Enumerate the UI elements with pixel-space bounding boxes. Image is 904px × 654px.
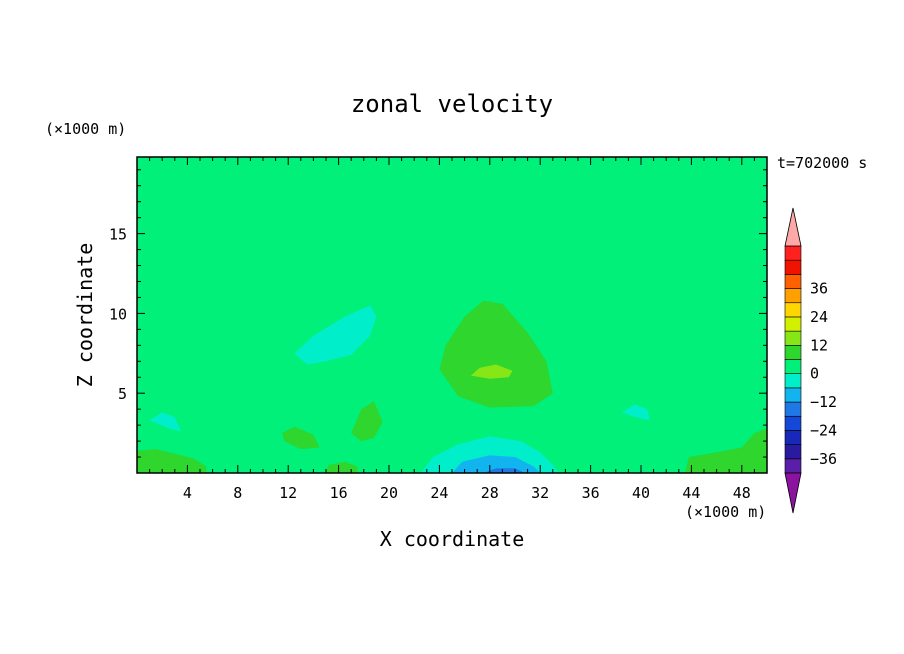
plot-frame: [136, 156, 768, 474]
contour-region-9: [281, 426, 320, 450]
x-tick-label-24: 24: [430, 484, 448, 502]
x-tick-label-40: 40: [632, 484, 650, 502]
contour-regions: [137, 157, 767, 473]
colorbar-bin-9: [784, 330, 802, 346]
contour-region-4: [294, 305, 377, 365]
colorbar-label-2: −12: [810, 393, 837, 411]
colorbar-over-arrow: [784, 207, 802, 247]
contour-region-8: [351, 401, 383, 442]
contour-region-5: [149, 412, 182, 432]
colorbar: [784, 207, 802, 514]
time-label: t=702000 s: [777, 154, 867, 172]
colorbar-label-4: 12: [810, 336, 828, 354]
colorbar-bin-13: [784, 274, 802, 289]
colorbar-bin-12: [784, 288, 802, 304]
y-tick-labels: 5 10 15: [109, 226, 127, 404]
y-tick-label-5: 5: [118, 385, 127, 403]
colorbar-bin-14: [784, 259, 802, 275]
contour-region-12: [685, 428, 767, 473]
colorbar-bin-1: [784, 444, 802, 460]
x-tick-label-44: 44: [682, 484, 700, 502]
colorbar-bin-3: [784, 415, 802, 431]
contour-region-6: [622, 404, 650, 421]
x-unit-label: (×1000 m): [685, 503, 766, 521]
colorbar-label-1: −24: [810, 421, 837, 439]
contour-region-13: [470, 364, 513, 379]
contour-region-15: [452, 455, 541, 473]
x-tick-label-32: 32: [531, 484, 549, 502]
contour-region-10: [137, 449, 207, 473]
colorbar-label-0: −36: [810, 450, 837, 468]
x-tick-label-48: 48: [733, 484, 751, 502]
colorbar-bin-0: [784, 458, 802, 474]
colorbar-bin-15: [784, 245, 802, 261]
colorbar-label-5: 24: [810, 308, 828, 326]
x-axis-label: X coordinate: [380, 527, 525, 551]
contour-region-2: [162, 206, 270, 314]
contour-region-11: [326, 461, 358, 473]
colorbar-bin-11: [784, 302, 802, 318]
contour-region-3: [281, 225, 308, 253]
chart-title: zonal velocity: [351, 90, 553, 118]
x-tick-label-28: 28: [481, 484, 499, 502]
x-tick-label-20: 20: [380, 484, 398, 502]
x-tick-label-4: 4: [183, 484, 192, 502]
y-axis-label: Z coordinate: [73, 243, 97, 388]
y-unit-label: (×1000 m): [45, 120, 126, 138]
contour-region-7: [439, 300, 553, 408]
x-tick-label-12: 12: [279, 484, 297, 502]
colorbar-bin-4: [784, 401, 802, 417]
colorbar-tick-labels: −36 −24 −12 0 12 24 36: [810, 280, 837, 468]
colorbar-label-3: 0: [810, 365, 819, 383]
x-tick-labels: 4 8 12 16 20 24 28 32 36 40 44 48: [183, 484, 751, 502]
y-tick-label-10: 10: [109, 305, 127, 323]
y-tick-label-15: 15: [109, 226, 127, 244]
colorbar-bin-7: [784, 359, 802, 374]
x-tick-label-8: 8: [233, 484, 242, 502]
colorbar-bin-2: [784, 430, 802, 445]
colorbar-under-arrow: [784, 472, 802, 514]
colorbar-label-6: 36: [810, 280, 828, 298]
contour-region-0: [357, 157, 736, 215]
x-tick-label-16: 16: [330, 484, 348, 502]
x-tick-label-36: 36: [582, 484, 600, 502]
colorbar-bin-5: [784, 387, 802, 403]
colorbar-bin-10: [784, 316, 802, 332]
colorbar-bin-6: [784, 373, 802, 389]
colorbar-bin-8: [784, 345, 802, 360]
